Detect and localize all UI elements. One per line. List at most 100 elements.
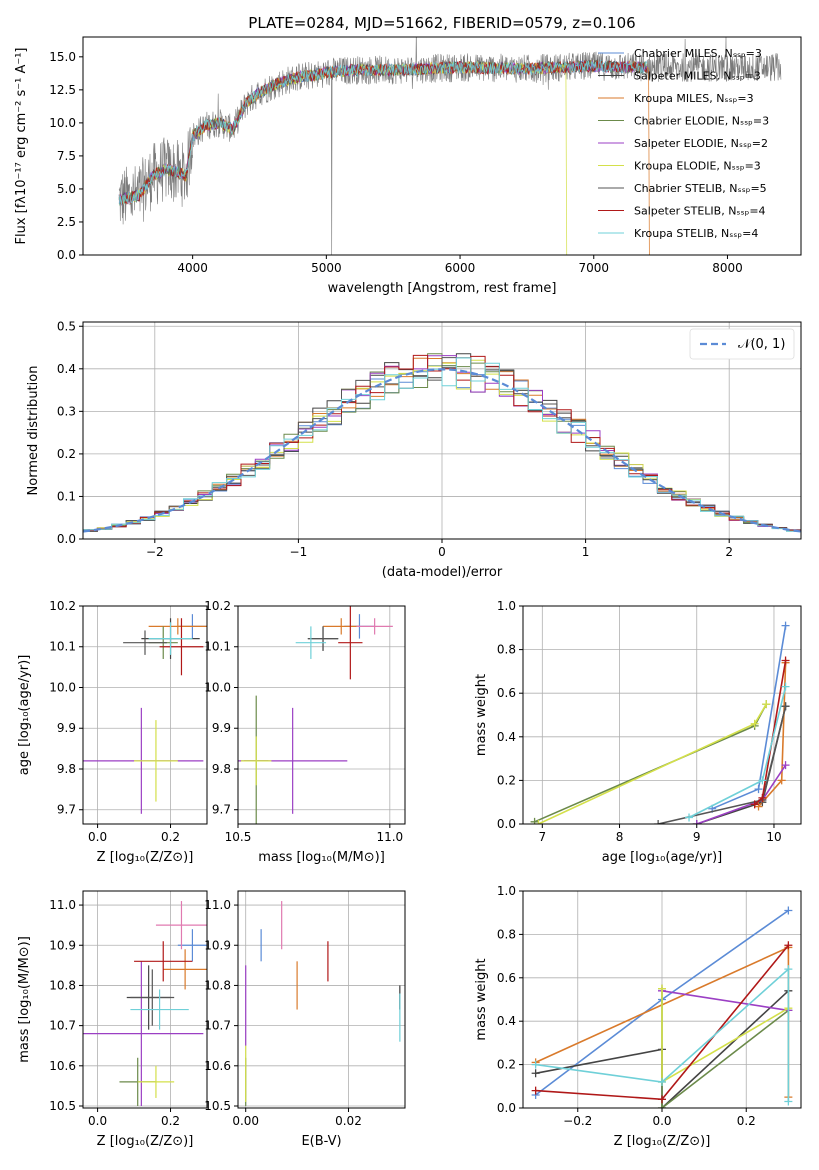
spectrum-xtick-label: 8000 [712, 261, 743, 275]
mass-vs-EBV-xtick-label: 0.02 [335, 1114, 362, 1128]
weight-vs-age-xtick-label: 10 [766, 830, 781, 844]
age-vs-Z-xtick-label: 0.2 [161, 830, 180, 844]
residuals-xlabel: (data-model)/error [382, 565, 503, 580]
age-vs-Z-ytick-label: 9.7 [57, 803, 76, 817]
weight-vs-age-axes: 7 8 9 10 0.0 0.2 0.4 0.6 0.8 1.0 age [log₁₀(age/yr… [474, 599, 801, 865]
mass-vs-Z-points [83, 901, 207, 1106]
spectrum-ytick-label: 0.0 [57, 248, 76, 262]
weight-vs-age-marker-6-2 [781, 702, 790, 711]
weight-vs-Z-line-5 [661, 988, 789, 1084]
weight-vs-Z-xtick-label: 0.2 [737, 1114, 756, 1128]
age-vs-Z-points [83, 614, 207, 814]
mass-vs-EBV-ytick-label: 10.5 [204, 1099, 231, 1113]
residuals-ytick-label: 0.5 [57, 319, 76, 333]
mass-vs-EBV-ytick-label: 10.6 [204, 1059, 231, 1073]
weight-vs-age-frame [522, 605, 802, 825]
legend-label-0: Chabrier MILES, Nₛₛₚ=3 [634, 47, 762, 60]
age-vs-mass-points [238, 606, 393, 824]
weight-vs-Z-line-7 [535, 967, 790, 1102]
mass-vs-Z-xtick-label: 0.2 [161, 1114, 180, 1128]
spectrum-xlabel: wavelength [Angstrom, rest frame] [328, 281, 557, 296]
weight-vs-age-xlabel: age [log₁₀(age/yr)] [602, 850, 723, 865]
age-vs-mass-frame [237, 605, 406, 825]
legend-label-1: Salpeter MILES, Nₛₛₚ=3 [634, 70, 761, 83]
weight-vs-age-marker-7-1 [758, 793, 767, 802]
spectrum-xtick-label: 4000 [177, 261, 208, 275]
spectrum-title: PLATE=0284, MJD=51662, FIBERID=0579, z=0… [248, 14, 635, 32]
weight-vs-age-marker-5-2 [762, 700, 771, 709]
residuals-ytick-label: 0.1 [57, 489, 76, 503]
weight-vs-Z-frame [522, 890, 802, 1109]
weight-vs-age-marker-7-0 [750, 800, 759, 809]
age-vs-Z-xlabel: Z [log₁₀(Z/Z⊙)] [97, 850, 194, 865]
spectrum-frame [82, 36, 802, 256]
legend-label-5: Kroupa ELODIE, Nₛₛₚ=3 [634, 160, 761, 173]
spectrum-ytick-label: 15.0 [49, 50, 76, 64]
residuals-xtick-label: −1 [290, 545, 308, 559]
weight-vs-Z-xtick-label: 0.0 [652, 1114, 671, 1128]
mass-vs-EBV-xtick-label: 0.00 [232, 1114, 259, 1128]
weight-vs-age-marker-2-1 [777, 776, 786, 785]
weight-vs-Z-xtick-label: −0.2 [563, 1114, 592, 1128]
mass-vs-EBV-ytick-label: 10.7 [204, 1019, 231, 1033]
residuals-ytick-label: 0.4 [57, 362, 76, 376]
weight-vs-Z-ytick-label: 0.8 [497, 927, 516, 941]
mass-vs-Z-ytick-label: 10.6 [49, 1059, 76, 1073]
spectrum-legend: Chabrier MILES, Nₛₛₚ=3 Salpeter MILES, Nₛ… [598, 47, 769, 240]
weight-vs-age-marker-8-1 [758, 776, 767, 785]
legend-label-7: Salpeter STELIB, Nₛₛₚ=4 [634, 205, 766, 218]
weight-vs-Z-marker-3-1 [658, 1104, 666, 1108]
weight-vs-age-marker-7-2 [781, 656, 790, 665]
legend-label-4: Salpeter ELODIE, Nₛₛₚ=2 [634, 137, 768, 150]
weight-vs-Z-marker-7-3 [784, 1097, 793, 1106]
histogram-8 [83, 357, 801, 534]
histogram-legend-label: 𝒩(0, 1) [738, 337, 785, 352]
residuals-ytick-label: 0.3 [57, 404, 76, 418]
weight-vs-Z-ylabel: mass weight [474, 958, 489, 1040]
weight-vs-age-ylabel: mass weight [474, 674, 489, 756]
weight-vs-age-ytick-label: 0.2 [497, 773, 516, 787]
weight-vs-Z-marker-7-0 [531, 1060, 540, 1069]
weight-vs-age-line-3 [534, 703, 768, 823]
weight-vs-age-marker-4-0 [692, 820, 701, 824]
weight-vs-Z-xlabel: Z [log₁₀(Z/Z⊙)] [614, 1134, 711, 1149]
age-vs-mass-axes: 10.5 11.0 9.7 9.8 9.9 10.0 10.1 10.2 mass [log₁₀… [204, 599, 405, 865]
legend-label-2: Kroupa MILES, Nₛₛₚ=3 [634, 92, 754, 105]
age-vs-mass-ytick-label: 10.1 [204, 640, 231, 654]
weight-vs-Z-marker-6-1 [658, 1095, 666, 1104]
weight-vs-age-marker-4-2 [781, 761, 790, 770]
age-vs-Z-ytick-label: 10.0 [49, 680, 76, 694]
weight-vs-age-ytick-label: 0.8 [497, 643, 516, 657]
age-vs-Z-ytick-label: 10.2 [49, 599, 76, 613]
mass-vs-EBV-points [245, 901, 401, 1106]
spectrum-lines [118, 37, 782, 255]
weight-vs-age-marker-8-2 [781, 682, 790, 691]
age-vs-mass-xtick-label: 10.5 [225, 830, 252, 844]
age-vs-mass-xtick-label: 11.0 [376, 830, 403, 844]
legend-label-8: Kroupa STELIB, Nₛₛₚ=4 [634, 227, 758, 240]
weight-vs-Z-ytick-label: 0.6 [497, 971, 516, 985]
weight-vs-age-lines [530, 621, 790, 824]
age-vs-mass-xlabel: mass [log₁₀(M/M⊙)] [258, 850, 385, 865]
weight-vs-Z-line-4 [661, 990, 789, 1012]
spectrum-xtick-label: 7000 [578, 261, 609, 275]
residuals-frame [82, 321, 802, 540]
spectrum-ylabel: Flux [fλ10⁻¹⁷ erg cm⁻² s⁻¹ A⁻¹] [14, 48, 29, 245]
residuals-xtick-label: 1 [582, 545, 590, 559]
spectrum-ytick-label: 12.5 [49, 83, 76, 97]
spectrum-xtick-label: 5000 [311, 261, 342, 275]
mass-vs-EBV-frame [237, 890, 406, 1109]
spectrum-ytick-label: 5.0 [57, 182, 76, 196]
age-vs-mass-ytick-label: 10.0 [204, 680, 231, 694]
spectrum-axes: 4000 5000 6000 7000 8000 0.0 2.5 5.0 7.5 10.0 12.5… [14, 48, 743, 297]
spectrum-xtick-label: 6000 [445, 261, 476, 275]
weight-vs-age-marker-8-0 [685, 813, 694, 822]
age-vs-Z-ylabel: age [log₁₀(age/yr)] [17, 655, 32, 776]
residuals-xtick-label: 2 [725, 545, 733, 559]
weight-vs-age-marker-3-0 [530, 817, 539, 824]
mass-vs-Z-ytick-label: 10.8 [49, 978, 76, 992]
histogram-legend-box [689, 328, 795, 360]
model-line-2 [118, 59, 650, 255]
weight-vs-age-xtick-label: 7 [538, 830, 546, 844]
